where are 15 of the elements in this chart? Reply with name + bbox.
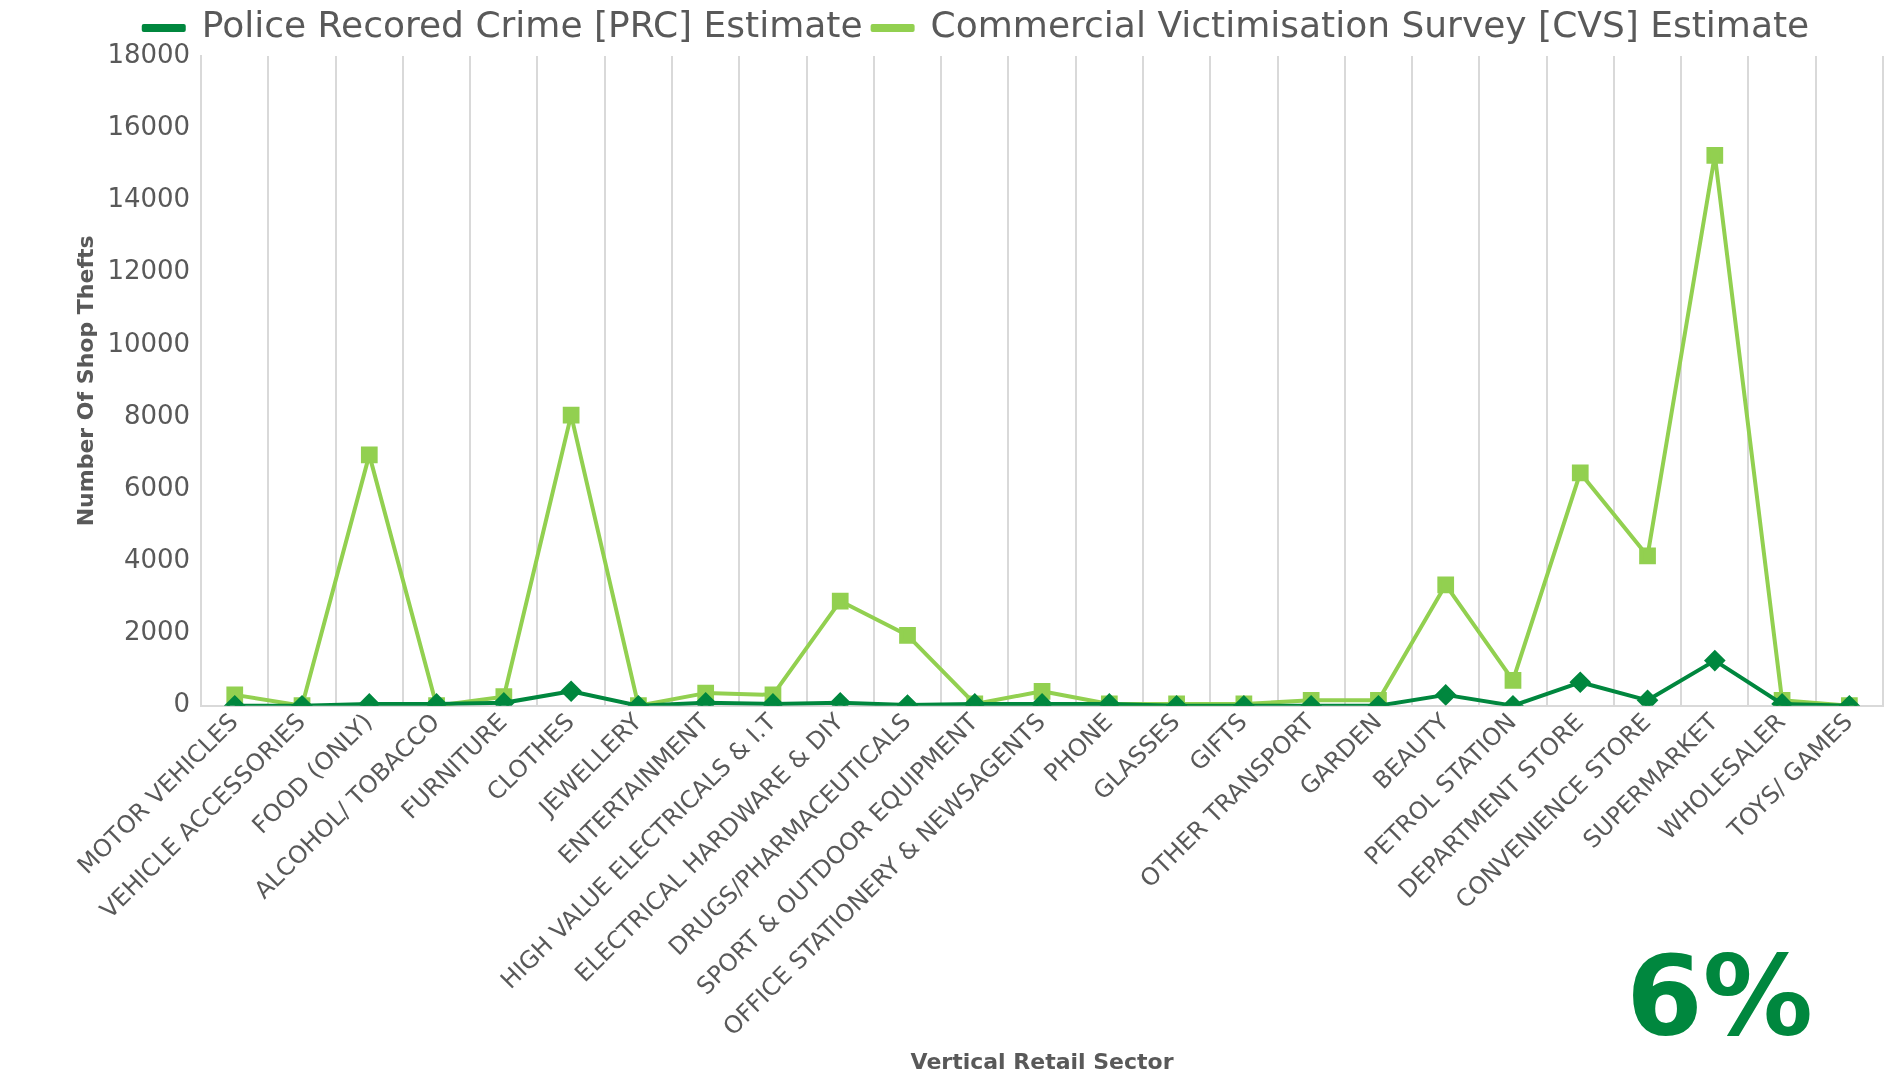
y-tick-label: 12000 (107, 255, 191, 286)
y-tick-label: 10000 (107, 327, 191, 358)
y-tick-label: 0 (173, 688, 191, 719)
y-tick-label: 4000 (123, 544, 191, 575)
legend-label: Commercial Victimisation Survey [CVS] Estimate (930, 4, 1810, 46)
y-tick-label: 16000 (107, 110, 191, 141)
y-tick-label: 8000 (123, 399, 191, 430)
y-axis-title: Number Of Shop Thefts (72, 235, 98, 527)
y-tick-label: 6000 (123, 471, 191, 502)
y-tick-label: 14000 (107, 183, 191, 214)
y-tick-label: 18000 (107, 38, 191, 69)
legend-label: Police Recored Crime [PRC] Estimate (201, 4, 863, 46)
y-tick-label: 2000 (123, 616, 191, 647)
x-axis-title: Vertical Retail Sector (910, 1048, 1174, 1074)
text: 6% (1626, 932, 1813, 1060)
